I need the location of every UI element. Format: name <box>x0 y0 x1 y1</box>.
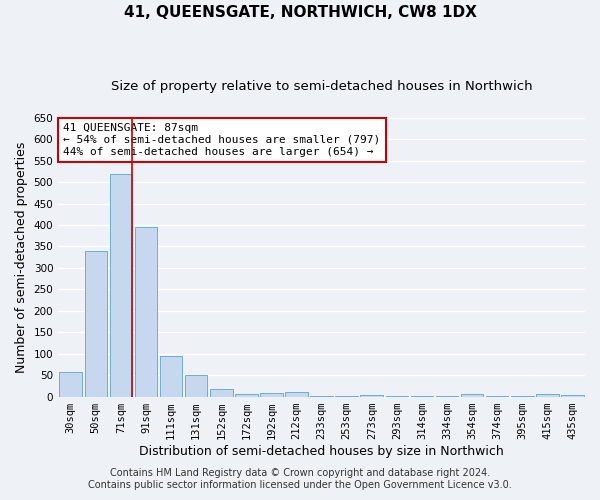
Text: 41 QUEENSGATE: 87sqm
← 54% of semi-detached houses are smaller (797)
44% of semi: 41 QUEENSGATE: 87sqm ← 54% of semi-detac… <box>64 124 380 156</box>
Bar <box>85 250 107 396</box>
Title: Size of property relative to semi-detached houses in Northwich: Size of property relative to semi-detach… <box>111 80 532 93</box>
Bar <box>59 372 82 396</box>
Bar <box>110 174 132 396</box>
Y-axis label: Number of semi-detached properties: Number of semi-detached properties <box>15 142 28 373</box>
Bar <box>285 392 308 396</box>
Bar <box>134 227 157 396</box>
Bar <box>235 394 257 396</box>
Bar <box>210 389 233 396</box>
Bar <box>160 356 182 397</box>
Bar <box>260 393 283 396</box>
Bar <box>185 375 208 396</box>
X-axis label: Distribution of semi-detached houses by size in Northwich: Distribution of semi-detached houses by … <box>139 444 504 458</box>
Bar <box>536 394 559 396</box>
Bar <box>461 394 484 396</box>
Text: 41, QUEENSGATE, NORTHWICH, CW8 1DX: 41, QUEENSGATE, NORTHWICH, CW8 1DX <box>124 5 476 20</box>
Text: Contains HM Land Registry data © Crown copyright and database right 2024.
Contai: Contains HM Land Registry data © Crown c… <box>88 468 512 490</box>
